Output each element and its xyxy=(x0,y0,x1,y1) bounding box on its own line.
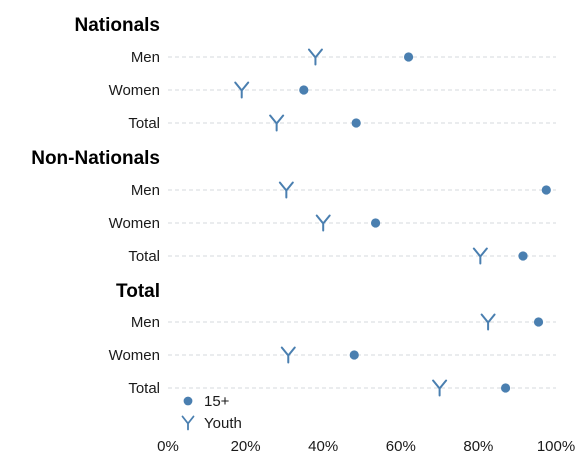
legend-dot-icon xyxy=(183,396,193,406)
youth-marker xyxy=(278,181,294,199)
youth-marker xyxy=(472,247,488,265)
youth-marker xyxy=(315,214,331,232)
group-label: Nationals xyxy=(74,15,160,36)
youth-marker xyxy=(280,346,296,364)
row-label: Women xyxy=(109,82,160,99)
legend: 15+ Youth xyxy=(181,393,242,432)
youth-marker xyxy=(269,114,285,132)
legend-entry-label: 15+ xyxy=(204,393,230,410)
age-15plus-marker xyxy=(518,251,528,261)
age-15plus-marker xyxy=(403,52,414,62)
age-15plus-marker xyxy=(349,350,359,360)
x-tick-label: 100% xyxy=(537,438,575,455)
mark-layer xyxy=(234,48,551,397)
x-tick-label: 60% xyxy=(386,438,416,455)
x-tick-label: 40% xyxy=(308,438,338,455)
row-label: Total xyxy=(128,248,160,265)
age-15plus-marker xyxy=(351,118,361,128)
age-15plus-marker xyxy=(299,85,309,95)
row-label: Total xyxy=(128,115,160,132)
age-15plus-marker xyxy=(500,383,511,393)
age-15plus-marker xyxy=(541,185,551,195)
legend-entry-label: Youth xyxy=(204,415,242,432)
grid-layer xyxy=(168,56,556,389)
x-axis: 0% 20% 40% 60% 80% 100% xyxy=(157,438,575,455)
row-label: Women xyxy=(109,215,160,232)
row-label: Men xyxy=(131,49,160,66)
youth-marker xyxy=(480,313,496,331)
x-tick-label: 20% xyxy=(231,438,261,455)
label-layer: Nationals Men Women Total Non-Nationals Men Wo… xyxy=(31,15,160,397)
youth-marker xyxy=(307,48,323,66)
x-tick-label: 80% xyxy=(463,438,493,455)
youth-marker xyxy=(234,81,250,99)
group-label: Total xyxy=(116,281,160,302)
legend-y-icon xyxy=(181,415,195,431)
youth-marker xyxy=(432,379,448,397)
age-15plus-marker xyxy=(370,218,381,228)
row-label: Women xyxy=(109,347,160,364)
row-label: Men xyxy=(131,314,160,331)
row-label: Men xyxy=(131,182,160,199)
row-label: Total xyxy=(128,380,160,397)
x-tick-label: 0% xyxy=(157,438,179,455)
group-label: Non-Nationals xyxy=(31,148,160,169)
age-15plus-marker xyxy=(533,317,544,327)
